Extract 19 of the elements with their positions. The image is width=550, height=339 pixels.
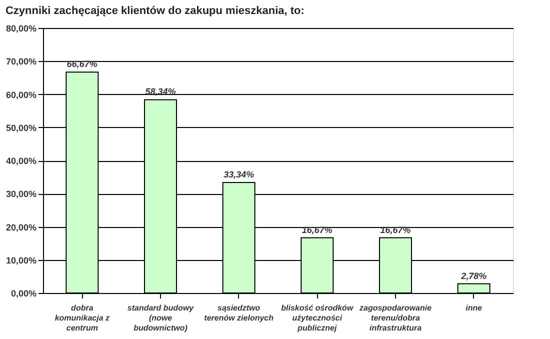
x-tick-label: zagospodarowanie terenu/dobra infrastruktura — [358, 304, 432, 332]
x-tick-label: bliskość ośrodków użyteczności publicznej — [281, 304, 354, 332]
y-tick-label: 0,00% — [10, 288, 36, 298]
x-tick-label: inne — [466, 304, 483, 312]
y-tick-label: 20,00% — [6, 222, 36, 232]
chart-title: Czynniki zachęcające klientów do zakupu mieszkania, to: — [5, 5, 304, 17]
data-label: 2,78% — [460, 270, 487, 281]
x-tick-label: dobra komunikacja z centrum — [54, 304, 110, 332]
data-label: 33,34% — [224, 170, 254, 180]
y-tick-label: 10,00% — [6, 255, 36, 266]
y-tick-label: 80,00% — [6, 24, 36, 34]
x-tick-label: sąsiedztwo terenów zielonych — [204, 304, 274, 322]
y-tick-label: 60,00% — [6, 90, 36, 100]
y-tick-label: 40,00% — [6, 156, 36, 166]
y-tick-label: 70,00% — [6, 56, 36, 67]
y-tick-label: 30,00% — [6, 189, 36, 200]
y-tick-label: 50,00% — [6, 122, 36, 133]
x-tick-label: standard budowy (nowe budownictwo) — [127, 304, 194, 332]
data-label: 66,67% — [66, 59, 98, 70]
